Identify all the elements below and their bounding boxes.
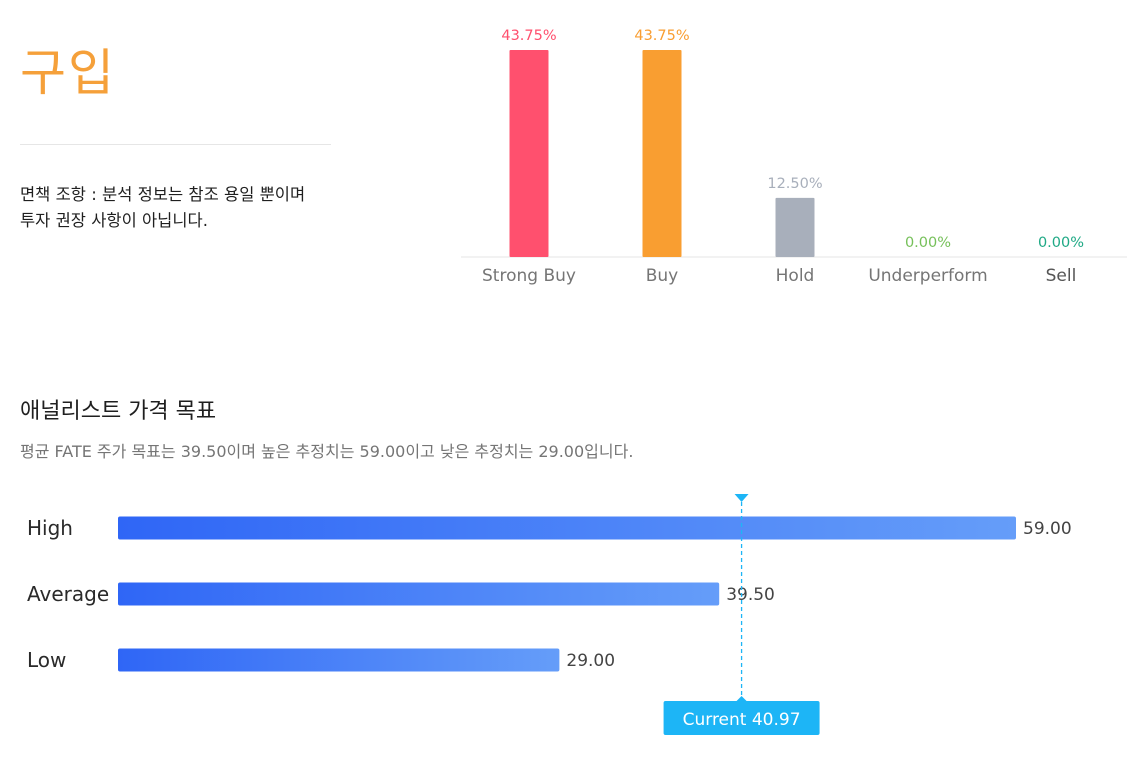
price-target-title: 애널리스트 가격 목표 <box>20 399 217 424</box>
target-value-low: 29.00 <box>566 651 615 671</box>
target-value-high: 59.00 <box>1023 519 1072 539</box>
divider <box>20 144 331 145</box>
current-price-badge <box>663 701 820 735</box>
data-label-underperform: 0.00% <box>905 235 951 251</box>
price-target-summary: 평균 FATE 주가 목표는 39.50이며 높은 추정치는 59.00이고 낮… <box>20 442 634 461</box>
target-bar-average <box>118 582 720 606</box>
target-bar-low <box>118 648 560 672</box>
category-label-hold: Hold <box>776 266 815 286</box>
target-value-average: 39.50 <box>726 585 775 605</box>
bar-buy <box>642 50 682 257</box>
current-badge-pointer <box>736 696 747 701</box>
data-label-strong-buy: 43.75% <box>501 28 556 44</box>
price-target-chart: High 59.00 Average 39.50 Low 29.00 Current 40.… <box>0 485 1127 753</box>
target-label-low: Low <box>27 648 66 672</box>
current-price-label: Current 40.97 <box>683 710 801 730</box>
current-marker-arrow-icon <box>734 494 749 502</box>
category-label-underperform: Underperform <box>868 266 987 286</box>
consensus-rating-label: 구입 <box>20 44 116 102</box>
disclaimer-text: 면책 조항 : 분석 정보는 참조 용일 뿐이며 투자 권장 사항이 아닙니다. <box>20 185 306 230</box>
data-label-hold: 12.50% <box>767 176 822 192</box>
target-bar-high <box>118 516 1016 540</box>
category-label-strong-buy: Strong Buy <box>482 266 576 286</box>
target-label-average: Average <box>27 582 109 606</box>
bar-strong-buy <box>509 50 549 257</box>
target-label-high: High <box>27 516 73 540</box>
category-label-sell: Sell <box>1046 266 1077 286</box>
rating-distribution-chart: 43.75% Strong Buy 43.75% Buy 12.50% Hold 0.00%… <box>455 15 1127 295</box>
data-label-sell: 0.00% <box>1038 235 1084 251</box>
bar-hold <box>775 197 815 257</box>
rating-chart-svg: 43.75% Strong Buy 43.75% Buy 12.50% Hold 0.00%… <box>461 28 1127 286</box>
category-label-buy: Buy <box>646 266 679 286</box>
price-target-svg: High 59.00 Average 39.50 Low 29.00 Current 40.… <box>27 494 1072 735</box>
data-label-buy: 43.75% <box>634 28 689 44</box>
